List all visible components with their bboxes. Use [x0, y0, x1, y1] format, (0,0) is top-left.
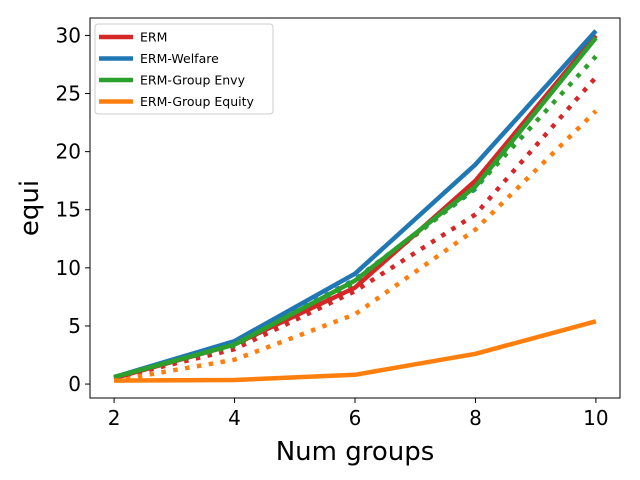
x-ticks: 2 4 6 8 10: [108, 398, 609, 430]
x-tick-label: 8: [469, 406, 482, 430]
legend-label: ERM-Group Envy: [140, 73, 246, 88]
y-tick-label: 30: [56, 23, 81, 47]
series-line-6: [113, 36, 598, 380]
x-tick-label: 6: [349, 406, 362, 430]
legend-label: ERM-Group Equity: [140, 94, 254, 109]
x-tick-label: 10: [583, 406, 608, 430]
y-tick-label: 20: [56, 140, 81, 164]
series-line-7: [114, 319, 597, 383]
y-tick-label: 5: [68, 314, 81, 338]
legend-box: [94, 23, 274, 115]
y-tick-label: 0: [68, 372, 81, 396]
x-tick-label: 4: [228, 406, 241, 430]
y-ticks: 0 5 10 15 20 25 30: [56, 23, 90, 396]
y-tick-label: 15: [56, 198, 81, 222]
x-axis-label: Num groups: [276, 437, 435, 467]
legend-label: ERM-Welfare: [140, 51, 219, 66]
y-tick-label: 10: [56, 256, 81, 280]
y-tick-label: 25: [56, 82, 81, 106]
y-axis-label: equi: [15, 180, 45, 236]
x-tick-label: 2: [108, 406, 121, 430]
legend: ERM ERM-Welfare ERM-Group Envy ERM-Group Eq…: [94, 23, 274, 115]
legend-label: ERM: [140, 30, 167, 45]
series-layer: [113, 29, 598, 383]
